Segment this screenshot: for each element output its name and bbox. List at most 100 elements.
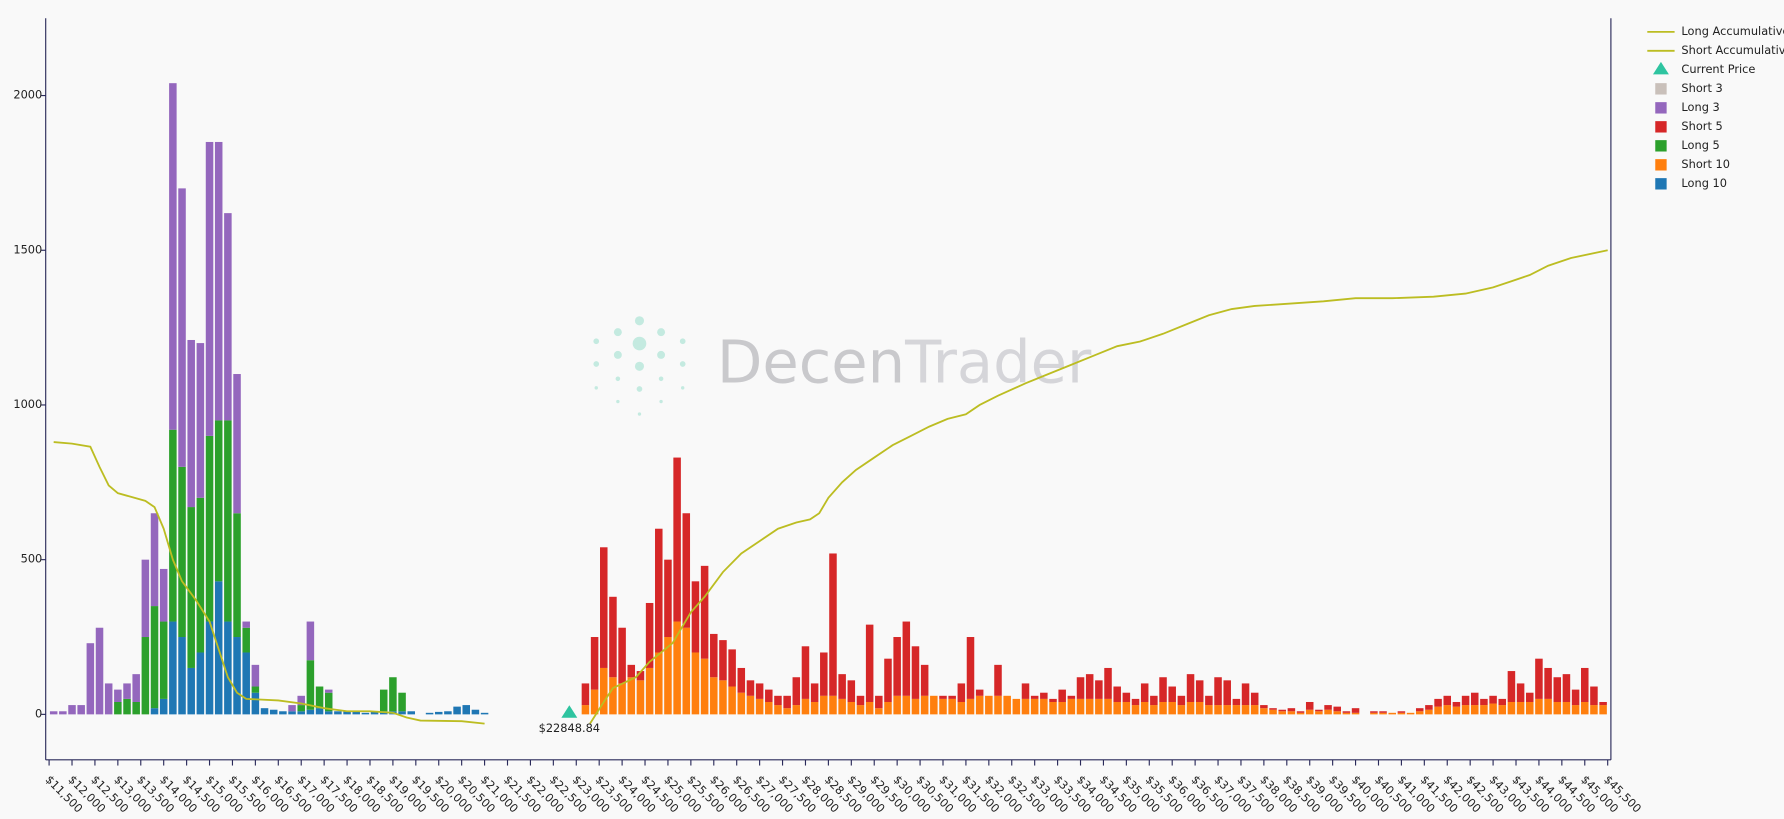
- legend-symbol: [1655, 159, 1667, 171]
- legend-item[interactable]: Long 5: [1655, 138, 1720, 152]
- bar: [1443, 705, 1452, 715]
- bar: [1351, 708, 1360, 713]
- bar: [728, 686, 736, 715]
- bar: [114, 689, 122, 702]
- bar: [939, 695, 947, 699]
- bar: [150, 513, 159, 607]
- bar: [1526, 701, 1534, 715]
- bar: [1113, 686, 1121, 702]
- bar: [1159, 701, 1167, 715]
- bar: [847, 680, 856, 702]
- bar: [783, 695, 791, 709]
- bar: [471, 709, 480, 715]
- bar: [1095, 680, 1103, 699]
- bar: [251, 664, 260, 687]
- bar: [1003, 695, 1011, 715]
- bar: [1030, 695, 1039, 699]
- bar: [453, 706, 461, 715]
- bar: [966, 637, 975, 699]
- legend-item[interactable]: Short 3: [1655, 81, 1723, 95]
- bar: [884, 701, 892, 715]
- bar: [224, 213, 232, 421]
- bar: [1140, 701, 1149, 715]
- bar: [1516, 701, 1525, 715]
- bar: [636, 680, 645, 715]
- bar: [132, 674, 140, 702]
- legend-item[interactable]: Current Price: [1652, 62, 1755, 76]
- bar: [581, 705, 590, 715]
- bar: [224, 420, 232, 622]
- bars: [49, 83, 1607, 715]
- bar: [132, 701, 140, 715]
- bar: [1186, 674, 1195, 702]
- bar: [700, 565, 709, 659]
- y-tick-label: 1000: [13, 397, 42, 411]
- bar: [682, 627, 691, 715]
- bar: [1590, 705, 1598, 715]
- bar: [398, 692, 406, 712]
- bar: [820, 695, 828, 715]
- bar: [985, 695, 993, 715]
- bar: [324, 711, 333, 715]
- bar: [1461, 695, 1470, 706]
- bar: [1223, 705, 1231, 715]
- bar: [920, 664, 929, 696]
- bar: [1269, 708, 1277, 710]
- legend-item[interactable]: Long Accumulative: [1647, 24, 1784, 38]
- bar: [829, 695, 837, 715]
- bar: [1388, 712, 1396, 715]
- bar: [1562, 701, 1571, 715]
- bar: [379, 689, 388, 712]
- bar: [801, 646, 810, 699]
- bar: [1076, 677, 1085, 699]
- bar: [1287, 711, 1296, 715]
- legend-item[interactable]: Short 5: [1655, 119, 1723, 133]
- bar: [838, 674, 846, 699]
- bar: [1526, 692, 1534, 702]
- bar: [875, 695, 883, 709]
- bar: [1581, 667, 1589, 702]
- bar: [1571, 705, 1580, 715]
- bar: [975, 695, 984, 715]
- bar: [1232, 705, 1241, 715]
- bar: [719, 680, 727, 715]
- legend-item[interactable]: Long 10: [1655, 176, 1727, 190]
- bar: [783, 708, 791, 715]
- legend-symbol: [1655, 102, 1667, 114]
- bar: [1095, 698, 1103, 715]
- bar: [975, 689, 984, 696]
- bar: [1085, 698, 1094, 715]
- line: [589, 249, 1608, 725]
- bar: [746, 680, 755, 696]
- bar: [1168, 701, 1176, 715]
- bar: [1021, 683, 1030, 699]
- legend-label: Long 3: [1681, 100, 1719, 114]
- bar: [1379, 711, 1387, 713]
- legend-label: Long Accumulative: [1681, 24, 1784, 38]
- bar: [178, 637, 186, 715]
- bar: [948, 698, 956, 715]
- legend-item[interactable]: Long 3: [1655, 100, 1720, 114]
- bar: [792, 677, 801, 706]
- bar: [306, 660, 315, 710]
- bar: [1150, 695, 1158, 706]
- legend-item[interactable]: Short 10: [1655, 157, 1730, 171]
- bar: [1599, 701, 1607, 706]
- bar: [1205, 705, 1213, 715]
- legend-item[interactable]: Short Accumulative: [1647, 43, 1784, 57]
- bar: [1122, 701, 1131, 715]
- bar: [655, 528, 663, 653]
- watermark-part: Trader: [904, 327, 1092, 396]
- bar: [315, 686, 324, 709]
- bar: [1406, 712, 1415, 715]
- bar: [1159, 677, 1167, 702]
- bar: [609, 677, 617, 715]
- bar: [1415, 711, 1424, 715]
- bar: [673, 621, 681, 715]
- bar: [1461, 705, 1470, 715]
- bar: [865, 624, 874, 702]
- bar: [911, 698, 920, 715]
- bar: [159, 568, 168, 622]
- legend-symbol: [1655, 121, 1667, 133]
- bar: [655, 652, 663, 715]
